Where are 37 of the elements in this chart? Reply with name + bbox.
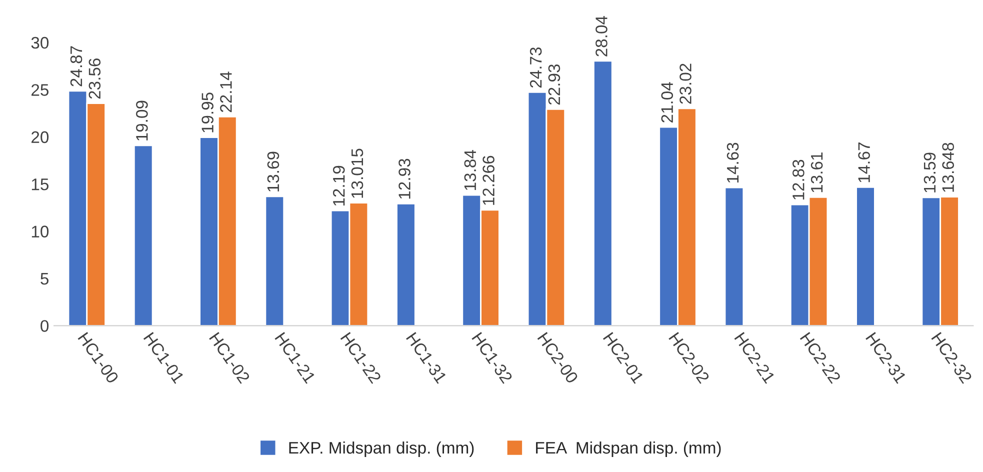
data-label: 13.015 [351,148,364,198]
data-label: 23.56 [88,58,101,99]
legend-label: EXP. Midspan disp. (mm) [289,441,474,457]
data-label: 13.59 [924,152,936,192]
data-label: 12.266 [482,156,494,205]
y-tick-label: 15 [32,178,49,190]
y-tick-label: 5 [40,273,49,285]
bar [133,144,154,326]
bar [724,186,744,326]
y-tick-label: 10 [32,226,49,238]
y-tick-label: 20 [32,131,49,144]
legend-label: FEA Midspan disp. (mm) [536,441,721,457]
data-label: 13.84 [464,150,476,190]
data-label: 13.648 [942,142,954,192]
y-tick-label: 25 [32,84,49,96]
data-label: 14.63 [726,142,739,183]
bar [856,186,876,326]
data-label: 24.87 [70,46,82,86]
bar [264,196,285,326]
bar [396,202,416,326]
y-tick-label: 0 [40,320,49,332]
data-label: 14.67 [858,142,870,182]
data-label: 12.19 [332,166,345,206]
data-label: 13.61 [810,152,823,192]
y-tick-label: 30 [31,36,49,49]
data-label: 19.09 [136,100,148,140]
data-label: 19.95 [202,92,214,132]
data-label: 23.02 [680,64,692,104]
data-label: 24.73 [530,47,542,88]
data-label: 22.93 [548,64,560,105]
bar [593,60,613,326]
data-label: 21.04 [661,82,674,122]
data-label: 12.83 [792,160,804,200]
data-label: 13.69 [267,152,280,192]
data-label: 28.04 [596,16,608,56]
data-label: 22.14 [220,72,232,112]
data-label: 12.93 [398,158,410,199]
